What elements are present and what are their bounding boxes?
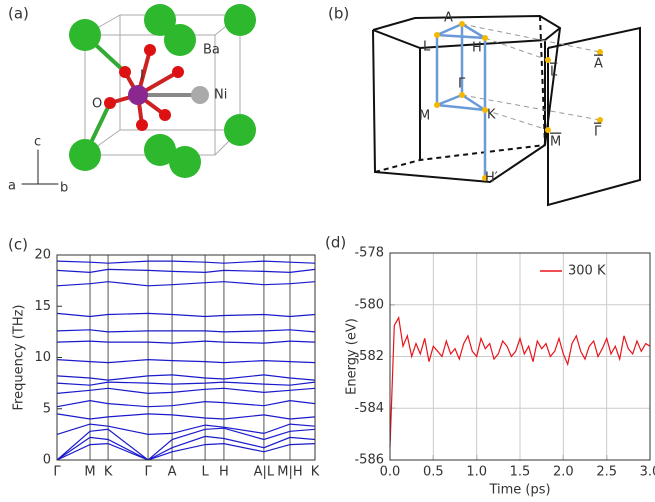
atom-label: Ni bbox=[214, 88, 227, 103]
y-axis-label: Frequency (THz) bbox=[12, 305, 27, 411]
y-tick-label: 20 bbox=[34, 248, 51, 263]
x-tick-label: 2.0 bbox=[553, 465, 574, 480]
y-axis-label: Energy (eV) bbox=[345, 318, 360, 395]
point-label: H bbox=[472, 41, 482, 56]
panel-label: (b) bbox=[328, 5, 349, 23]
band bbox=[57, 444, 315, 460]
x-axis-label: Time (ps) bbox=[488, 483, 550, 498]
point-label: M bbox=[419, 109, 430, 124]
y-tick-label: 5 bbox=[43, 401, 51, 416]
atom-label: I bbox=[140, 69, 144, 84]
y-tick-label: 15 bbox=[34, 299, 51, 314]
panel-label: (d) bbox=[325, 234, 346, 252]
y-tick-label: 10 bbox=[34, 350, 51, 365]
band bbox=[57, 401, 315, 407]
y-tick-label: -578 bbox=[354, 246, 384, 261]
x-tick-label: K bbox=[311, 465, 320, 480]
x-tick-label: 1.0 bbox=[466, 465, 487, 480]
point-label: Γ bbox=[594, 125, 602, 140]
axis-label: b bbox=[60, 181, 68, 196]
point-label: K bbox=[487, 108, 496, 123]
band bbox=[57, 382, 315, 385]
point-label: M bbox=[550, 135, 561, 150]
atom-label: O bbox=[92, 97, 102, 112]
band bbox=[57, 341, 315, 343]
legend-label: 300 K bbox=[568, 264, 606, 279]
x-tick-label: L bbox=[201, 465, 209, 480]
x-tick-label: Γ bbox=[144, 465, 152, 480]
band bbox=[57, 360, 315, 363]
axis-label: c bbox=[34, 135, 41, 150]
axis-label: a bbox=[8, 179, 16, 194]
x-tick-label: 1.5 bbox=[510, 465, 531, 480]
point-label: Γ bbox=[458, 77, 466, 92]
x-tick-label: 3.0 bbox=[640, 465, 655, 480]
figure: (a) Ba I O Ni c a b bbox=[0, 0, 655, 502]
x-tick-label: M bbox=[84, 465, 95, 480]
panel-label: (a) bbox=[8, 5, 29, 23]
point-label: A bbox=[444, 11, 453, 26]
band bbox=[57, 414, 315, 419]
band bbox=[57, 388, 315, 393]
band bbox=[57, 282, 315, 286]
atom-label: Ba bbox=[203, 43, 220, 58]
point-label: L bbox=[550, 65, 558, 80]
panel-label: (c) bbox=[8, 236, 28, 254]
y-tick-label: -580 bbox=[354, 297, 384, 312]
x-tick-label: 0.5 bbox=[423, 465, 444, 480]
bz-labels: (b) A L H Γ M K H′ L A M Γ bbox=[328, 5, 603, 186]
x-tick-label: K bbox=[104, 465, 113, 480]
band bbox=[57, 424, 315, 434]
band bbox=[57, 313, 315, 316]
band bbox=[57, 330, 315, 332]
brillouin-zone bbox=[373, 16, 640, 205]
x-tick-label: 2.5 bbox=[596, 465, 617, 480]
x-tick-label: 0.0 bbox=[380, 465, 401, 480]
x-tick-label: H bbox=[219, 465, 229, 480]
x-tick-label: M|H bbox=[277, 465, 302, 480]
y-tick-label: 0 bbox=[43, 453, 51, 468]
point-label: A bbox=[594, 57, 603, 72]
x-tick-label: A bbox=[168, 465, 177, 480]
y-tick-label: -584 bbox=[354, 401, 384, 416]
x-tick-label: A|L bbox=[254, 465, 275, 480]
crystal-structure: (a) Ba I O Ni c a b bbox=[8, 4, 256, 196]
atoms bbox=[69, 4, 256, 178]
page: (a) Ba I O Ni c a b bbox=[0, 0, 655, 502]
axes-arrows bbox=[22, 150, 58, 184]
band bbox=[57, 375, 315, 380]
point-label: L bbox=[423, 40, 431, 55]
band bbox=[57, 261, 315, 263]
band bbox=[57, 269, 315, 272]
x-tick-label: Γ bbox=[53, 465, 61, 480]
point-label: H′ bbox=[485, 171, 498, 186]
